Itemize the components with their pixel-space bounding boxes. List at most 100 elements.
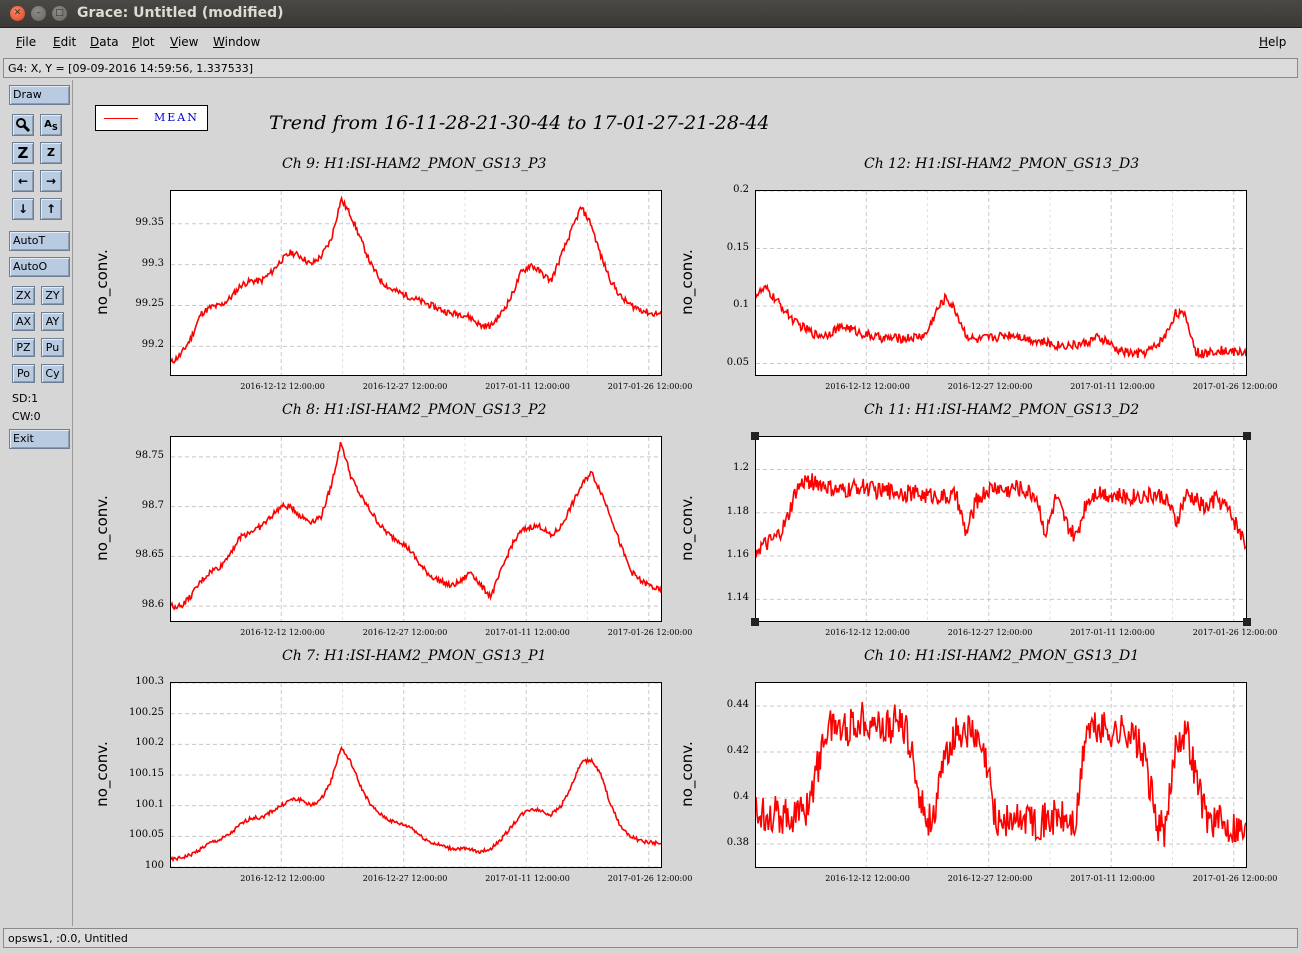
y-tick-label: 100.15 (129, 768, 164, 779)
legend-line (104, 118, 138, 119)
y-tick-label: 0.2 (733, 184, 749, 195)
x-tick-label: 2016-12-27 12:00:00 (362, 382, 448, 391)
selection-handle[interactable] (751, 618, 759, 626)
y-tick-label: 0.15 (726, 241, 749, 253)
y-tick-label: 98.6 (141, 599, 164, 611)
series-line-mean (171, 195, 661, 364)
series-line-mean (171, 441, 661, 611)
locator-bar: G4: X, Y = [09-09-2016 14:59:56, 1.33753… (3, 58, 1298, 78)
graph-frame[interactable] (755, 190, 1247, 376)
graph-plot (756, 683, 1246, 867)
y-axis-label: no_conv. (93, 249, 111, 315)
selection-handle[interactable] (1243, 432, 1251, 440)
close-icon[interactable]: ✕ (10, 6, 25, 21)
menu-help[interactable]: Help (1259, 35, 1287, 49)
x-tick-label: 2017-01-11 12:00:00 (485, 382, 570, 391)
selection-handle[interactable] (1243, 618, 1251, 626)
x-tick-label: 2017-01-11 12:00:00 (1070, 628, 1155, 637)
graph-frame[interactable] (170, 190, 662, 376)
text-autoscale-icon[interactable]: AS (40, 114, 62, 136)
y-tick-label: 100 (144, 860, 164, 871)
graph-plot (756, 191, 1246, 375)
x-tick-label: 2017-01-11 12:00:00 (485, 874, 570, 883)
graph-title: Ch 9: H1:ISI-HAM2_PMON_GS13_P3 (282, 156, 547, 172)
autoo-button[interactable]: AutoO (9, 257, 70, 277)
menu-data[interactable]: Data (90, 35, 119, 49)
graph-frame[interactable] (755, 682, 1247, 868)
y-tick-label: 99.3 (141, 257, 164, 269)
y-axis-label: no_conv. (678, 495, 696, 561)
menu-file[interactable]: File (16, 35, 37, 49)
graph-plot (171, 437, 661, 621)
graph-frame[interactable] (170, 682, 662, 868)
legend[interactable]: MEAN (95, 105, 208, 131)
y-tick-label: 99.35 (135, 216, 164, 228)
ax-button[interactable]: AX (12, 312, 35, 331)
window-title: Grace: Untitled (modified) (77, 5, 284, 21)
draw-button[interactable]: Draw (9, 85, 70, 105)
autot-button[interactable]: AutoT (9, 231, 70, 251)
cw-label: CW:0 (12, 410, 41, 423)
maximize-icon[interactable]: □ (52, 6, 67, 21)
graph-title: Ch 11: H1:ISI-HAM2_PMON_GS13_D2 (864, 402, 1140, 418)
y-tick-label: 98.7 (141, 499, 164, 511)
zoom-icon[interactable] (12, 114, 34, 136)
x-tick-label: 2017-01-26 12:00:00 (1192, 874, 1278, 883)
status-bar: opsws1, :0.0, Untitled (3, 928, 1298, 948)
x-tick-label: 2016-12-27 12:00:00 (362, 628, 448, 637)
right-arrow-icon[interactable]: → (40, 170, 62, 192)
graph-title: Ch 10: H1:ISI-HAM2_PMON_GS13_D1 (864, 648, 1140, 664)
x-tick-label: 2017-01-11 12:00:00 (1070, 874, 1155, 883)
x-tick-label: 2016-12-12 12:00:00 (240, 382, 325, 391)
zx-button[interactable]: ZX (12, 286, 35, 305)
x-tick-label: 2017-01-11 12:00:00 (1070, 382, 1155, 391)
y-tick-label: 1.16 (726, 549, 749, 561)
tool-panel: Draw AS Z Z ← → ↓ ↑ AutoT AutoO ZX ZY AX… (3, 80, 73, 926)
selection-handle[interactable] (751, 432, 759, 440)
minimize-icon[interactable]: – (31, 6, 46, 21)
po-button[interactable]: Po (12, 364, 35, 383)
exit-button[interactable]: Exit (9, 429, 70, 449)
y-tick-label: 100.2 (135, 737, 164, 749)
menu-edit[interactable]: Edit (53, 35, 77, 49)
menu-bar: File Edit Data Plot View Window Help (0, 28, 1302, 58)
y-tick-label: 0.38 (726, 837, 749, 848)
x-tick-label: 2016-12-12 12:00:00 (240, 628, 325, 637)
left-arrow-icon[interactable]: ← (12, 170, 34, 192)
pz-button[interactable]: PZ (12, 338, 35, 357)
zoom-out-z-icon[interactable]: Z (40, 142, 62, 164)
x-tick-label: 2016-12-12 12:00:00 (240, 874, 325, 883)
y-tick-label: 99.25 (135, 298, 164, 310)
y-tick-label: 0.42 (726, 745, 749, 756)
graph-frame[interactable] (755, 436, 1247, 622)
y-tick-label: 100.1 (135, 798, 164, 810)
plot-canvas[interactable]: MEAN Trend from 16-11-28-21-30-44 to 17-… (74, 80, 1302, 926)
y-tick-label: 100.05 (129, 829, 164, 841)
y-tick-label: 1.18 (726, 505, 749, 517)
menu-plot[interactable]: Plot (132, 35, 155, 49)
down-arrow-icon[interactable]: ↓ (12, 198, 34, 220)
y-tick-label: 0.05 (726, 356, 749, 368)
menu-window[interactable]: Window (213, 35, 261, 49)
y-tick-label: 98.75 (135, 449, 164, 461)
graph-frame[interactable] (170, 436, 662, 622)
graph-plot (171, 683, 661, 867)
sd-label: SD:1 (12, 392, 39, 405)
y-axis-label: no_conv. (678, 249, 696, 315)
zy-button[interactable]: ZY (41, 286, 64, 305)
series-line-mean (171, 745, 661, 863)
x-tick-label: 2016-12-27 12:00:00 (362, 874, 448, 883)
y-tick-label: 98.65 (135, 549, 164, 561)
y-tick-label: 100.3 (135, 676, 164, 687)
zoom-in-z-icon[interactable]: Z (12, 142, 34, 164)
y-tick-label: 1.14 (726, 592, 749, 604)
x-tick-label: 2016-12-27 12:00:00 (947, 382, 1033, 391)
x-tick-label: 2017-01-26 12:00:00 (607, 874, 693, 883)
ay-button[interactable]: AY (41, 312, 64, 331)
graph-title: Ch 7: H1:ISI-HAM2_PMON_GS13_P1 (282, 648, 547, 664)
menu-view[interactable]: View (170, 35, 199, 49)
up-arrow-icon[interactable]: ↑ (40, 198, 62, 220)
pu-button[interactable]: Pu (41, 338, 64, 357)
cy-button[interactable]: Cy (41, 364, 64, 383)
x-tick-label: 2017-01-26 12:00:00 (1192, 382, 1278, 391)
